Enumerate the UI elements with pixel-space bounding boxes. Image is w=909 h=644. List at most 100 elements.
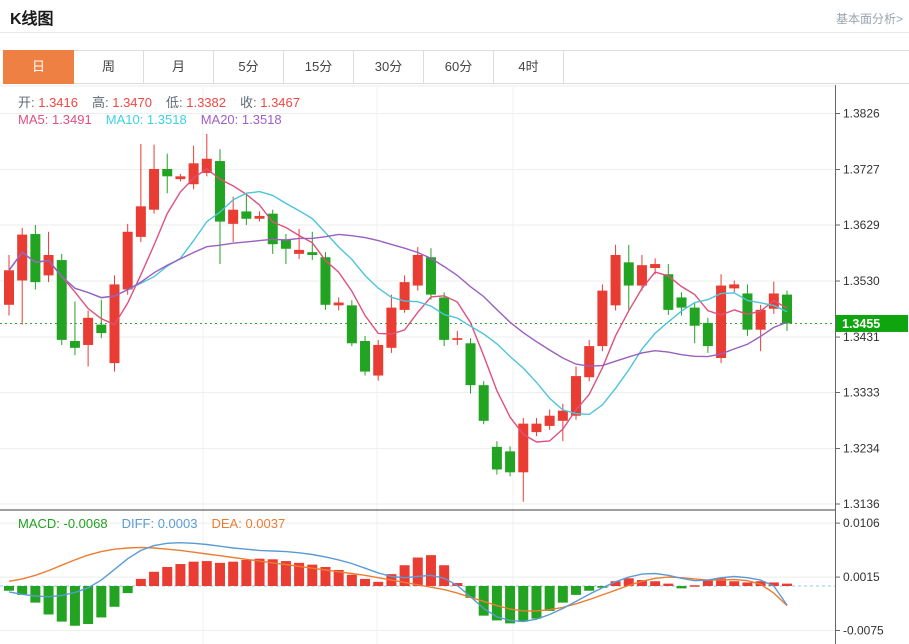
macd-bar: [663, 583, 674, 586]
candle-body: [399, 282, 410, 310]
macd-bar: [610, 581, 621, 586]
tab-日[interactable]: 日: [3, 50, 74, 84]
macd-bar: [742, 582, 753, 586]
candle-body: [201, 158, 212, 173]
candle-body: [465, 343, 476, 386]
candle-body: [663, 274, 674, 310]
candle-body: [650, 264, 661, 269]
candle-body: [782, 294, 792, 324]
macd-bar: [531, 586, 542, 619]
candle-body: [254, 215, 265, 219]
macd-bar: [162, 567, 173, 586]
macd-bar: [571, 586, 582, 595]
macd-bar: [373, 581, 384, 586]
candle-body: [439, 297, 450, 340]
candle-body: [373, 344, 384, 376]
macd-bar: [439, 565, 450, 586]
macd-bar: [228, 561, 239, 586]
ma20-line: [8, 233, 788, 367]
fundamental-analysis-link[interactable]: 基本面分析>: [835, 12, 903, 26]
candle-body: [241, 211, 252, 219]
candle-body: [122, 231, 133, 290]
candle-body: [676, 297, 687, 308]
price-tick-label-6: 1.3234: [843, 442, 880, 456]
tab-5分[interactable]: 5分: [213, 50, 284, 84]
candle-body: [149, 168, 160, 210]
candle-body: [452, 338, 463, 340]
macd-bar: [333, 569, 344, 586]
candle-body: [333, 302, 344, 306]
candle-body: [83, 317, 94, 345]
candle-body: [162, 168, 173, 177]
macd-bar: [122, 586, 133, 594]
diff-line: [8, 541, 788, 623]
macd-bar: [584, 586, 595, 591]
price-tick-label-5: 1.3333: [843, 386, 880, 400]
macd-bar: [676, 586, 687, 589]
page-title: K线图: [10, 11, 54, 28]
candle-body: [307, 252, 318, 255]
candle-body: [689, 307, 700, 326]
candle-body: [597, 290, 608, 347]
macd-bar: [96, 586, 107, 618]
macd-bar: [544, 586, 555, 611]
macd-tick-label-2: -0.0075: [843, 624, 884, 638]
macd-bar: [214, 562, 225, 586]
candle-body: [386, 307, 397, 348]
header-divider: [0, 32, 909, 33]
price-tick-label-7: 1.3136: [843, 497, 880, 511]
macd-bar: [716, 578, 727, 586]
candle-body: [30, 234, 41, 283]
macd-bar: [83, 586, 94, 624]
candle-body: [228, 209, 239, 224]
tab-60分[interactable]: 60分: [423, 50, 494, 84]
macd-bar: [782, 583, 792, 586]
macd-bar: [56, 586, 67, 622]
macd-bar: [689, 585, 700, 587]
candle-body: [729, 284, 740, 289]
candle-body: [623, 262, 634, 286]
price-tick-label-3: 1.3530: [843, 274, 880, 288]
macd-bar: [30, 586, 41, 603]
macd-bar: [320, 567, 331, 586]
candle-body: [755, 309, 766, 330]
macd-bar: [425, 555, 436, 586]
candle-body: [425, 257, 436, 295]
macd-bar: [4, 586, 14, 591]
candle-body: [584, 346, 595, 378]
macd-bar: [465, 586, 476, 598]
tab-月[interactable]: 月: [143, 50, 214, 84]
price-tick-label-2: 1.3629: [843, 218, 880, 232]
candle-body: [571, 376, 582, 416]
macd-bar: [491, 586, 502, 621]
macd-bar: [452, 583, 463, 586]
macd-bar: [729, 581, 740, 586]
candle-body: [742, 293, 753, 330]
candle-body: [280, 239, 291, 249]
candle-body: [702, 322, 713, 347]
macd-bar: [636, 580, 647, 586]
candle-body: [505, 451, 516, 473]
macd-bar: [307, 564, 318, 586]
macd-bar: [188, 561, 199, 586]
macd-bar: [175, 564, 186, 586]
candle-body: [544, 415, 555, 426]
tab-30分[interactable]: 30分: [353, 50, 424, 84]
ma10-line: [8, 190, 788, 416]
candle-body: [135, 206, 146, 237]
tab-strip-filler: [563, 50, 909, 84]
macd-tick-label-0: 0.0106: [843, 516, 880, 530]
candle-body: [69, 341, 80, 348]
tab-周[interactable]: 周: [73, 50, 144, 84]
candle-body: [610, 254, 621, 306]
macd-bar: [254, 558, 265, 586]
candle-body: [412, 254, 423, 286]
price-tick-label-0: 1.3826: [843, 107, 880, 121]
macd-bar: [518, 586, 529, 622]
tab-4时[interactable]: 4时: [493, 50, 564, 84]
price-tick-label-4: 1.3431: [843, 330, 880, 344]
tab-15分[interactable]: 15分: [283, 50, 354, 84]
kline-chart[interactable]: 1.3826 1.3727 1.3629 1.3530 1.3431 1.3333 1.32…: [0, 85, 909, 644]
macd-tick-label-1: 0.0015: [843, 570, 880, 584]
candle-body: [56, 260, 67, 340]
